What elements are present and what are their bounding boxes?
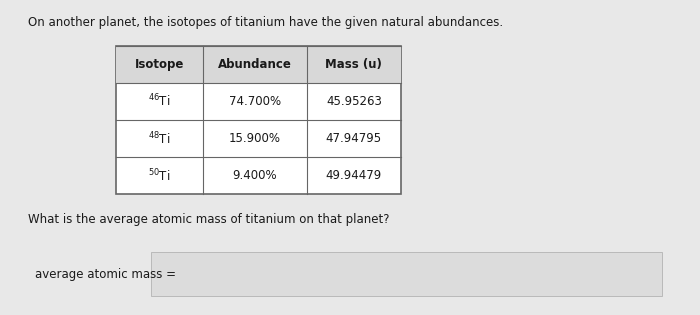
- Text: What is the average atomic mass of titanium on that planet?: What is the average atomic mass of titan…: [28, 213, 389, 226]
- Bar: [116, 46, 401, 83]
- Bar: [116, 46, 401, 194]
- Text: Abundance: Abundance: [218, 58, 292, 71]
- Text: average atomic mass =: average atomic mass =: [35, 267, 176, 281]
- Text: On another planet, the isotopes of titanium have the given natural abundances.: On another planet, the isotopes of titan…: [28, 16, 503, 29]
- Text: 45.95263: 45.95263: [326, 95, 382, 108]
- Text: $^{48}$Ti: $^{48}$Ti: [148, 130, 170, 147]
- Text: $^{50}$Ti: $^{50}$Ti: [148, 168, 170, 184]
- Text: 49.94479: 49.94479: [326, 169, 382, 182]
- Text: 47.94795: 47.94795: [326, 132, 382, 145]
- Text: Mass (u): Mass (u): [326, 58, 382, 71]
- Text: Isotope: Isotope: [134, 58, 184, 71]
- Text: 9.400%: 9.400%: [232, 169, 277, 182]
- Text: $^{46}$Ti: $^{46}$Ti: [148, 93, 170, 110]
- Bar: [150, 252, 662, 296]
- Text: 15.900%: 15.900%: [229, 132, 281, 145]
- Text: 74.700%: 74.700%: [229, 95, 281, 108]
